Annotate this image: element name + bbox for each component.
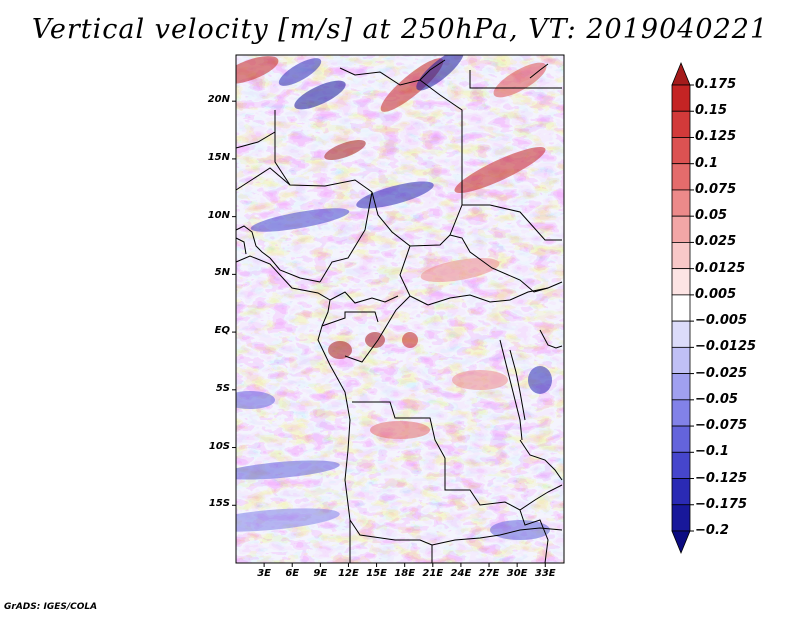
field-patch <box>328 341 352 359</box>
lon-tick-label: 27E <box>478 568 500 579</box>
lat-tick-label: 15S <box>208 498 230 510</box>
lat-tick-label: 10S <box>208 440 230 452</box>
colorbar-box <box>671 137 691 165</box>
field-patch <box>356 181 434 209</box>
lat-tick-label: 10N <box>207 209 230 221</box>
colorbar-level-label: −0.0125 <box>695 339 757 355</box>
colorbar-box <box>671 451 691 479</box>
lon-tick-label: 21E <box>422 568 444 579</box>
plot-frame <box>235 54 565 564</box>
lon-tick-label: 12E <box>338 568 359 579</box>
colorbar-box <box>671 294 691 322</box>
field-patch <box>370 421 430 439</box>
colorbar-level-label: 0.05 <box>695 208 728 224</box>
colorbar-box <box>671 504 691 532</box>
colorbar-box <box>671 399 691 427</box>
field-patch <box>420 257 500 283</box>
field-patch <box>250 208 350 232</box>
colorbar-box <box>671 373 691 401</box>
lat-tick-label: 5N <box>214 267 230 279</box>
field-patch <box>365 332 385 348</box>
colorbar-level-label: −0.025 <box>695 365 748 381</box>
colorbar-box <box>671 478 691 506</box>
colorbar-level-label: −0.125 <box>695 470 748 486</box>
field-patch <box>278 58 322 86</box>
colorbar <box>671 61 694 555</box>
field-patch <box>528 366 552 394</box>
field-patch <box>236 391 275 409</box>
colorbar-box <box>671 110 691 138</box>
lon-tick-label: 18E <box>394 568 416 579</box>
field-patch <box>416 55 464 91</box>
lon-tick-label: 30E <box>506 568 528 579</box>
colorbar-box <box>671 425 691 453</box>
field-patch <box>236 56 279 84</box>
colorbar-level-label: −0.075 <box>695 418 748 434</box>
colorbar-top-arrow <box>671 61 691 86</box>
coastlines-borders <box>235 59 563 564</box>
colorbar-bottom-arrow <box>671 530 691 555</box>
colorbar-level-label: 0.0125 <box>695 260 746 276</box>
colorbar-box <box>671 268 691 296</box>
field-patch <box>294 80 346 110</box>
colorbar-box <box>671 242 691 270</box>
colorbar-level-label: 0.025 <box>695 234 737 250</box>
colorbar-box <box>671 84 691 112</box>
colorbar-level-label: −0.05 <box>695 391 738 407</box>
field-patch <box>452 370 508 390</box>
lat-tick-label: EQ <box>214 325 230 337</box>
colorbar-box <box>671 346 691 374</box>
colorbar-level-label: 0.125 <box>695 129 737 145</box>
field-patch <box>236 508 340 532</box>
lon-tick-label: 9E <box>313 568 328 579</box>
lon-tick-label: 3E <box>257 568 271 579</box>
colorbar-level-label: 0.075 <box>695 181 737 197</box>
field-plot <box>236 55 564 563</box>
colorbar-level-label: 0.175 <box>695 77 737 92</box>
chart-title: Vertical velocity [m/s] at 250hPa, VT: 2… <box>31 14 769 45</box>
colorbar-level-label: 0.15 <box>695 103 728 119</box>
lon-tick-label: 33E <box>534 568 556 579</box>
lon-tick-label: 15E <box>366 568 387 579</box>
axis-ticks <box>232 100 546 567</box>
field-highlights <box>236 55 552 540</box>
colorbar-box <box>671 189 691 217</box>
lon-tick-label: 24E <box>450 568 472 579</box>
colorbar-level-label: −0.175 <box>695 496 748 512</box>
field-patch <box>493 62 547 98</box>
colorbar-level-label: 0.1 <box>695 155 719 171</box>
lat-tick-label: 5S <box>215 382 230 394</box>
lon-tick-label: 6E <box>285 568 300 579</box>
field-patch <box>236 460 340 480</box>
field-patch <box>402 332 418 348</box>
lat-tick-label: 20N <box>207 94 230 106</box>
field-patch <box>324 140 366 160</box>
colorbar-box <box>671 163 691 191</box>
credit-text: GrADS: IGES/COLA <box>4 602 98 612</box>
colorbar-level-label: 0.005 <box>695 286 737 302</box>
colorbar-level-label: −0.005 <box>695 313 748 329</box>
lat-tick-label: 15N <box>207 151 230 163</box>
field-patch <box>454 147 546 193</box>
colorbar-box <box>671 215 691 243</box>
vertical-velocity-field <box>236 55 564 563</box>
colorbar-box <box>671 320 691 348</box>
colorbar-level-label: −0.2 <box>695 523 729 538</box>
colorbar-level-label: −0.1 <box>695 444 729 460</box>
